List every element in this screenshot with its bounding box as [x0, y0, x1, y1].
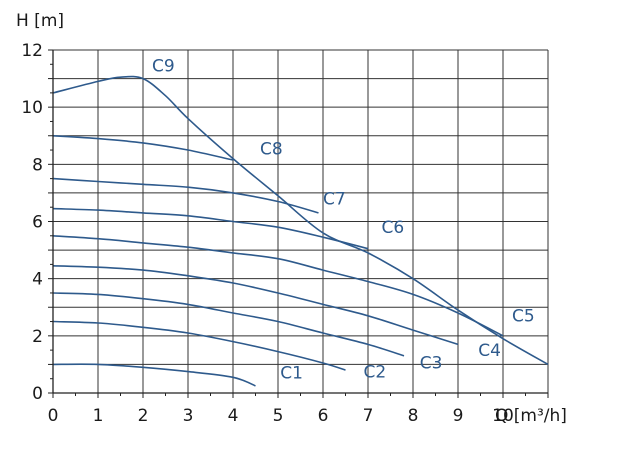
x-tick-label: 6	[318, 406, 329, 426]
series-line-c8	[52, 135, 234, 161]
x-tick-label: 0	[48, 406, 59, 426]
series-label-c3: C3	[420, 354, 443, 374]
y-tick-label: 4	[32, 270, 43, 290]
x-tick-label: 9	[453, 406, 464, 426]
series-line-c2	[52, 320, 346, 371]
series-label-c1: C1	[280, 364, 303, 384]
series-line-c9	[52, 75, 549, 366]
y-tick-label: 12	[21, 41, 43, 61]
series-label-c8: C8	[260, 139, 283, 159]
y-axis-title: H [m]	[16, 11, 64, 31]
series-label-c6: C6	[382, 218, 405, 238]
grid	[53, 49, 549, 393]
series-line-c6	[52, 207, 369, 250]
x-tick-label: 10	[492, 406, 514, 426]
x-tick-label: 3	[183, 406, 194, 426]
x-tick-label: 2	[138, 406, 149, 426]
series-line-c3	[52, 292, 405, 357]
series-line-c1	[52, 363, 256, 387]
x-axis-title: Q [m³/h]	[495, 406, 567, 426]
y-tick-label: 10	[21, 98, 43, 118]
series-line-c7	[52, 177, 319, 214]
series-label-c7: C7	[323, 189, 346, 209]
y-tick-label: 0	[32, 384, 43, 404]
x-tick-label: 1	[93, 406, 104, 426]
series-lines	[52, 75, 549, 387]
x-tick-label: 5	[273, 406, 284, 426]
series-label-c5: C5	[512, 307, 535, 327]
x-tick-label: 4	[228, 406, 239, 426]
series-label-c4: C4	[478, 341, 501, 361]
x-tick-label: 7	[363, 406, 374, 426]
series-label-c9: C9	[152, 56, 175, 76]
series-line-c4	[52, 265, 459, 346]
y-tick-label: 2	[32, 327, 43, 347]
series-line-c5	[52, 235, 504, 337]
series-labels: C1 C2 C3 C4 C5 C6 C7 C8 C9	[152, 56, 535, 383]
x-tick-label: 8	[408, 406, 419, 426]
series-label-c2: C2	[364, 362, 387, 382]
y-tick-label: 8	[32, 155, 43, 175]
y-tick-label: 6	[32, 213, 43, 233]
